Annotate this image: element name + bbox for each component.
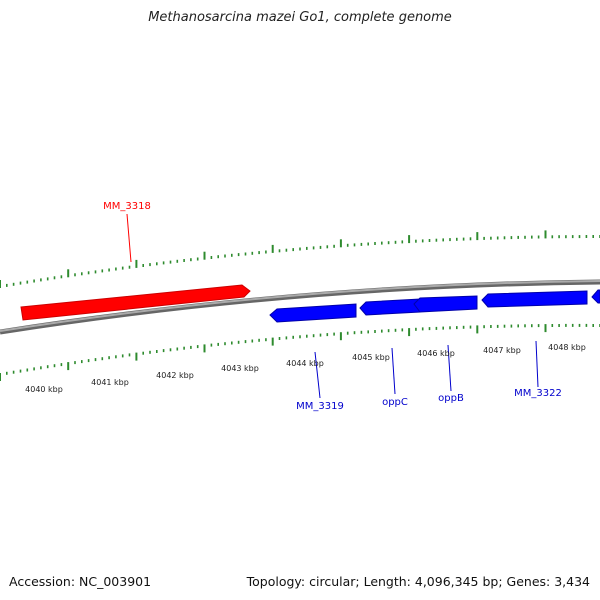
gene-label-oppc: oppC (382, 397, 408, 408)
gene-label-oppb: oppB (438, 393, 464, 404)
scale-label: 4043 kbp (221, 364, 259, 373)
scale-label: 4048 kbp (548, 343, 586, 352)
gene-oppc[interactable] (359, 298, 421, 316)
gene-mm-3322[interactable] (481, 290, 588, 308)
inner-tick-ring (0, 323, 600, 381)
scale-label: 4042 kbp (156, 371, 194, 380)
gene-label-mm-3318: MM_3318 (103, 201, 151, 212)
gene-label-mm-3319: MM_3319 (296, 401, 344, 412)
gene-oppb-leader (447, 344, 452, 392)
scale-label: 4044 kbp (286, 359, 324, 368)
scale-label: 4047 kbp (483, 346, 521, 355)
map-title: Methanosarcina mazei Go1, complete genom… (148, 10, 452, 25)
accession-text: Accession: NC_003901 (9, 574, 152, 589)
genome-backbone-highlight (0, 280, 600, 332)
genome-summary-text: Topology: circular; Length: 4,096,345 bp… (246, 574, 590, 589)
scale-label: 4045 kbp (352, 353, 390, 362)
genome-backbone (0, 279, 600, 335)
scale-label: 4041 kbp (91, 378, 129, 387)
gene-mm-3318[interactable] (20, 284, 251, 321)
gene-mm-3318-leader (126, 213, 132, 263)
gene-mm-3319-leader (314, 351, 321, 399)
gene-mm-3322-leader (535, 340, 539, 388)
gene-label-mm-3322: MM_3322 (514, 388, 562, 399)
gene-oppc-leader (391, 347, 396, 395)
gene-partial-right[interactable] (591, 289, 600, 304)
outer-tick-ring (0, 230, 600, 288)
gene-mm-3319[interactable] (269, 303, 357, 323)
scale-label: 4046 kbp (417, 349, 455, 358)
scale-label: 4040 kbp (25, 385, 63, 394)
gene-oppb[interactable] (413, 295, 478, 313)
